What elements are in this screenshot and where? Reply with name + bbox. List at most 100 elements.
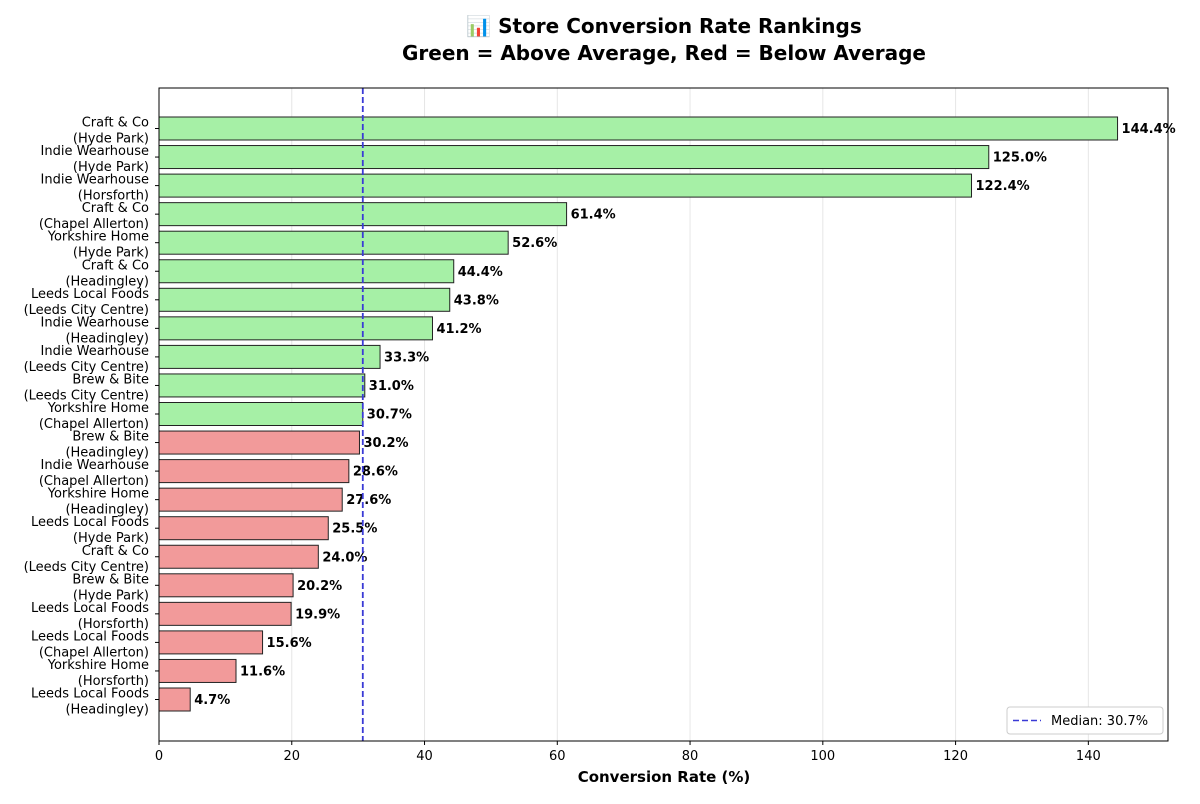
y-tick-label-area: (Horsforth): [78, 189, 149, 204]
bar-value-label: 4.7%: [194, 693, 230, 708]
y-tick-label-name: Leeds Local Foods: [31, 287, 149, 302]
bar: [158, 630, 264, 655]
bar: [158, 145, 990, 170]
y-tick-label-area: (Chapel Allerton): [39, 217, 149, 232]
y-tick-label-name: Leeds Local Foods: [31, 629, 149, 644]
y-tick-label-area: (Hyde Park): [73, 132, 149, 147]
y-tick-label-area: (Leeds City Centre): [24, 303, 149, 318]
y-tick-label-area: (Hyde Park): [73, 246, 149, 261]
y-tick-label-name: Indie Wearhouse: [41, 344, 149, 359]
y-tick-label-area: (Leeds City Centre): [24, 388, 149, 403]
y-tick-label-name: Leeds Local Foods: [31, 687, 149, 702]
bar: [158, 658, 237, 683]
bar-value-label: 25.5%: [332, 522, 377, 537]
y-tick-label-name: Indie Wearhouse: [41, 144, 149, 159]
bar: [158, 402, 364, 426]
plot-frame: [158, 87, 1169, 742]
bar: [158, 344, 381, 369]
bar-value-label: 24.0%: [322, 550, 367, 565]
bar-value-label: 33.3%: [384, 350, 429, 365]
legend-median-label: Median: 30.7%: [1051, 714, 1148, 729]
y-tick-label-area: (Headingley): [65, 503, 149, 518]
bar: [158, 430, 360, 455]
bar: [158, 259, 455, 284]
x-axis-label: Conversion Rate (%): [578, 768, 751, 786]
y-tick-label-area: (Hyde Park): [73, 160, 149, 175]
y-tick-label-area: (Headingley): [65, 274, 149, 289]
y-tick-label-name: Yorkshire Home: [47, 658, 149, 673]
y-tick-label-name: Brew & Bite: [72, 430, 149, 445]
y-tick-label-name: Indie Wearhouse: [41, 173, 149, 188]
x-tick-label: 120: [943, 749, 968, 764]
legend: Median: 30.7%: [1006, 706, 1164, 735]
bar: [158, 116, 1119, 141]
y-tick-label-area: (Hyde Park): [73, 588, 149, 603]
x-tick-label: 140: [1076, 749, 1101, 764]
y-tick-label-area: (Leeds City Centre): [24, 360, 149, 375]
y-tick-label-area: (Horsforth): [78, 674, 149, 689]
y-tick-label-name: Craft & Co: [82, 544, 149, 559]
plot-area: 144.4%Craft & Co(Hyde Park)125.0%Indie W…: [24, 87, 1176, 764]
bar-value-label: 61.4%: [571, 208, 616, 223]
x-tick-label: 100: [810, 749, 835, 764]
bar: [158, 516, 329, 541]
x-tick-label: 40: [416, 749, 433, 764]
bar-value-label: 44.4%: [458, 265, 503, 280]
bar: [158, 601, 292, 626]
y-tick-label-area: (Headingley): [65, 331, 149, 346]
chart-title-line1: 📊 Store Conversion Rate Rankings: [466, 14, 862, 38]
bar: [158, 287, 451, 312]
bar: [158, 316, 433, 341]
y-tick-label-name: Yorkshire Home: [47, 230, 149, 245]
bar-value-label: 122.4%: [976, 179, 1030, 194]
bar-value-label: 27.6%: [346, 493, 391, 508]
y-tick-label-name: Craft & Co: [82, 201, 149, 216]
bar-value-label: 43.8%: [454, 293, 499, 308]
x-tick-label: 20: [283, 749, 300, 764]
bar: [158, 487, 343, 512]
y-tick-label-area: (Chapel Allerton): [39, 417, 149, 432]
y-tick-label-name: Craft & Co: [82, 116, 149, 131]
bar: [158, 459, 350, 484]
y-tick-label-name: Indie Wearhouse: [41, 458, 149, 473]
bar-value-label: 125.0%: [993, 151, 1047, 166]
bar-value-label: 11.6%: [240, 664, 285, 679]
y-tick-label-area: (Chapel Allerton): [39, 645, 149, 660]
x-tick-label: 60: [549, 749, 566, 764]
y-tick-label-name: Yorkshire Home: [47, 401, 149, 416]
y-tick-label-name: Yorkshire Home: [47, 487, 149, 502]
bar-value-label: 144.4%: [1122, 122, 1176, 137]
bar-value-label: 28.6%: [353, 465, 398, 480]
bar-value-label: 20.2%: [297, 579, 342, 594]
bar-value-label: 30.7%: [367, 408, 412, 423]
y-tick-label-area: (Headingley): [65, 446, 149, 461]
bar: [158, 544, 319, 569]
y-tick-label-name: Indie Wearhouse: [41, 315, 149, 330]
bar: [158, 573, 294, 598]
y-tick-label-name: Leeds Local Foods: [31, 601, 149, 616]
bar: [158, 173, 973, 198]
y-tick-label-name: Craft & Co: [82, 258, 149, 273]
y-tick-label-area: (Hyde Park): [73, 531, 149, 546]
y-tick-label-name: Leeds Local Foods: [31, 515, 149, 530]
bar: [158, 230, 509, 255]
bar-value-label: 30.2%: [363, 436, 408, 451]
y-tick-label-area: (Leeds City Centre): [24, 560, 149, 575]
y-tick-label-name: Brew & Bite: [72, 372, 149, 387]
x-tick-label: 0: [155, 749, 163, 764]
bar: [158, 373, 366, 398]
y-tick-label-area: (Headingley): [65, 703, 149, 718]
bar-value-label: 41.2%: [436, 322, 481, 337]
bar-value-label: 15.6%: [267, 636, 312, 651]
bar-value-label: 19.9%: [295, 607, 340, 622]
x-tick-label: 80: [682, 749, 699, 764]
bar-value-label: 52.6%: [512, 236, 557, 251]
bar: [158, 687, 191, 712]
y-tick-label-area: (Horsforth): [78, 617, 149, 632]
bar-value-label: 31.0%: [369, 379, 414, 394]
chart-title-line2: Green = Above Average, Red = Below Avera…: [402, 41, 926, 65]
y-tick-label-name: Brew & Bite: [72, 572, 149, 587]
y-tick-label-area: (Chapel Allerton): [39, 474, 149, 489]
